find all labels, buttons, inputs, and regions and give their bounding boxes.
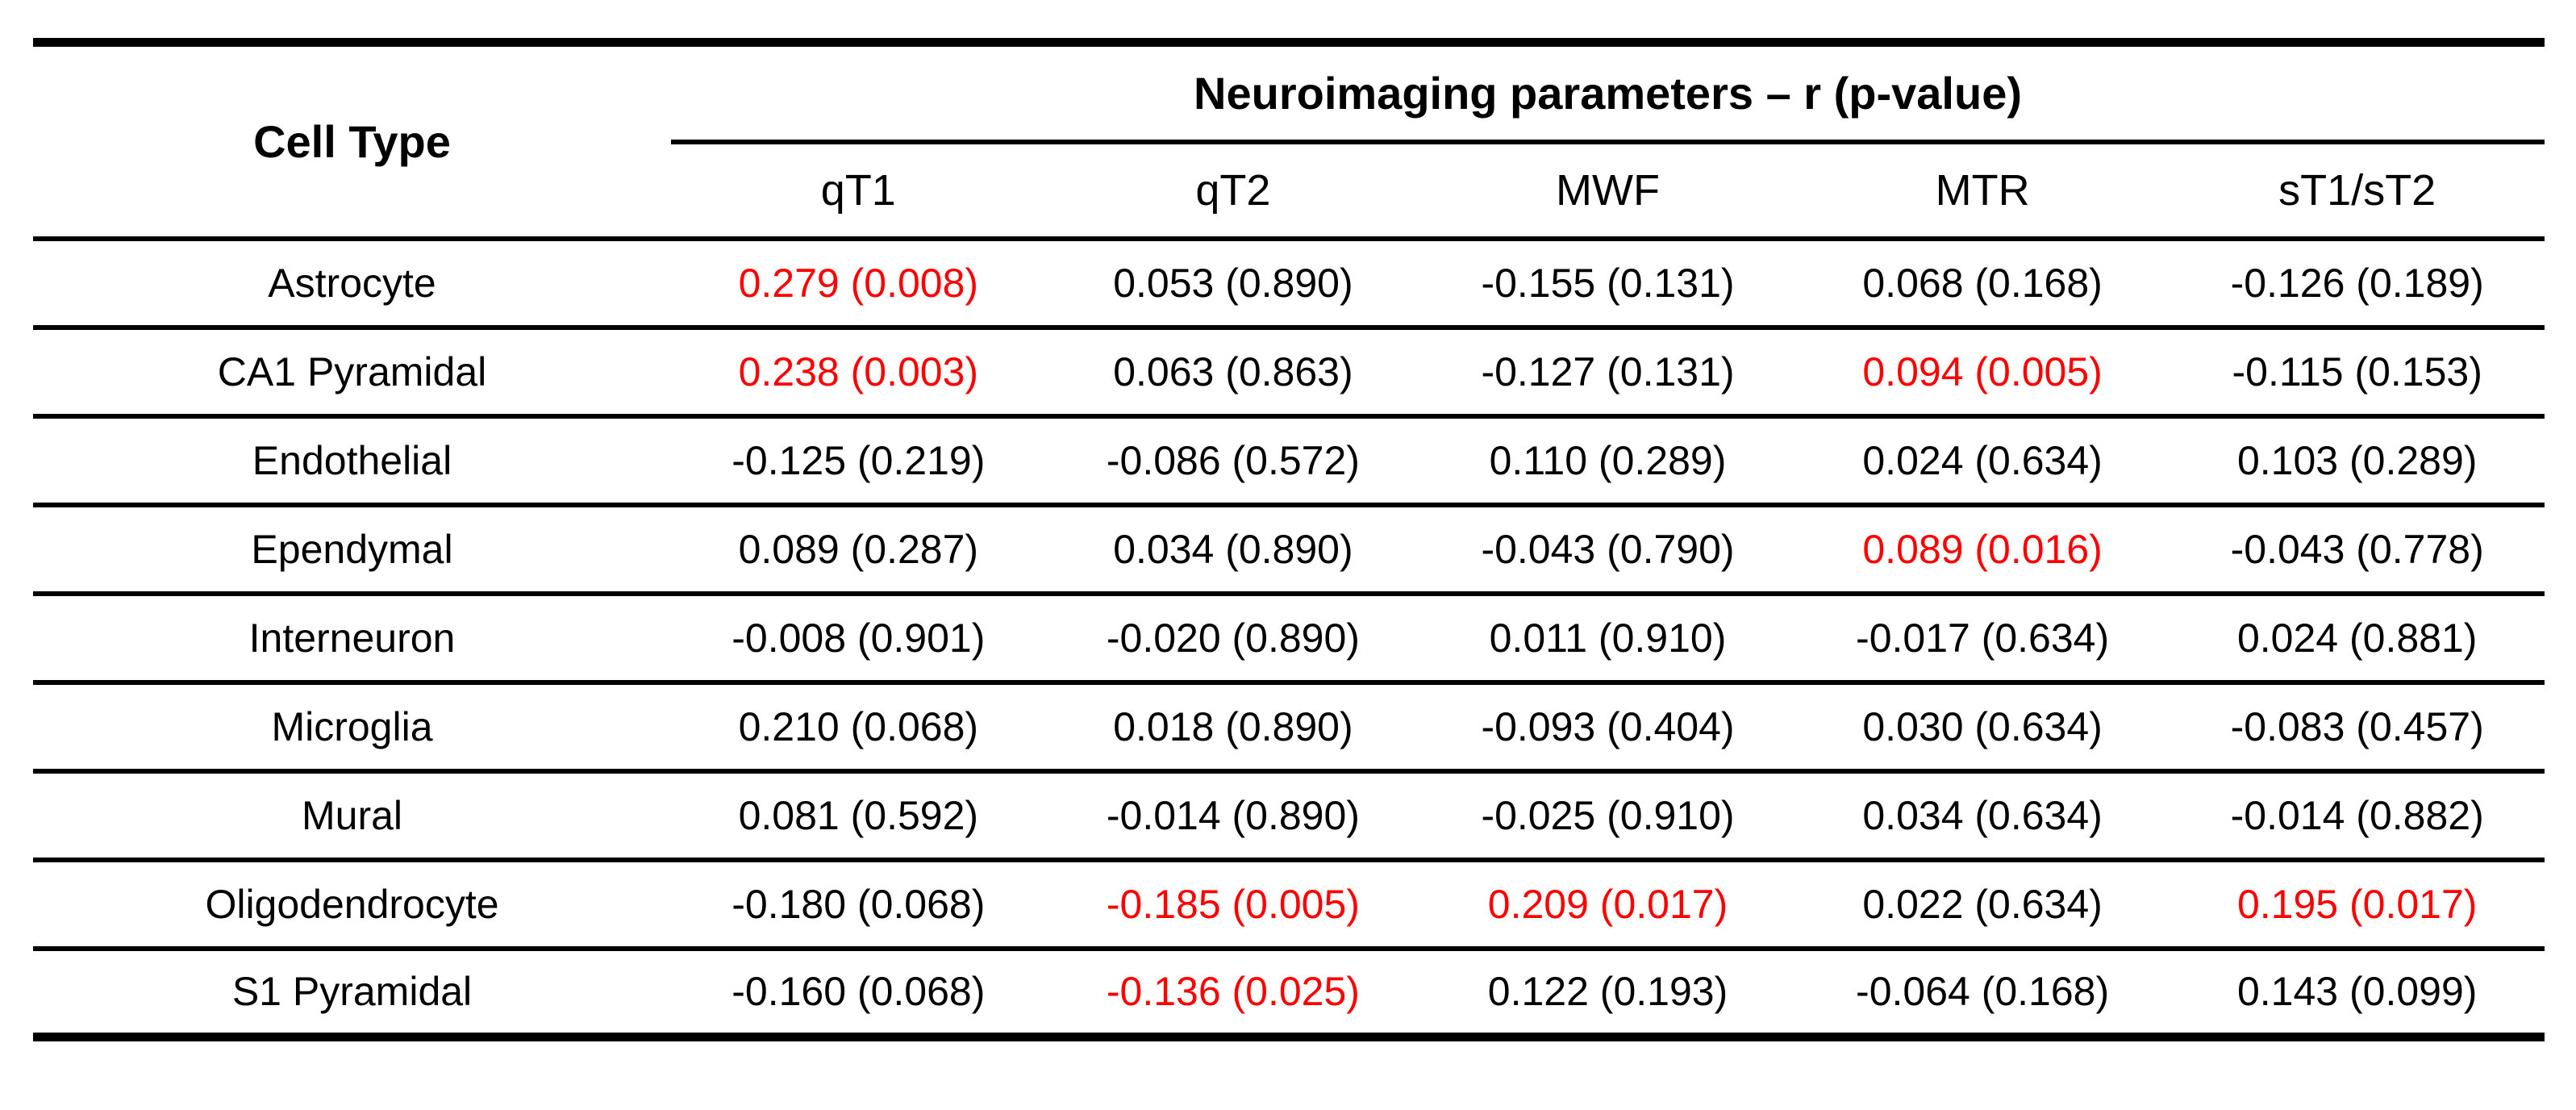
cell-type-cell: Astrocyte [33, 236, 672, 328]
value-cell: -0.093 (0.404) [1420, 679, 1795, 771]
table-body: Astrocyte 0.279 (0.008) 0.053 (0.890) -0.15… [33, 236, 2545, 1037]
value-cell: 0.143 (0.099) [2170, 945, 2545, 1037]
cell-type-cell: Mural [33, 768, 672, 860]
cell-type-cell: Endothelial [33, 413, 672, 505]
value-cell: 0.081 (0.592) [671, 768, 1046, 860]
value-cell: 0.089 (0.016) [1794, 502, 2170, 594]
value-cell: 0.094 (0.005) [1794, 324, 2170, 416]
value-cell: 0.110 (0.289) [1420, 413, 1795, 505]
value-cell: 0.011 (0.910) [1420, 590, 1795, 682]
table-wrap: Cell Type Neuroimaging parameters – r (p… [33, 38, 2545, 1041]
column-header-st1st2: sT1/sT2 [2278, 165, 2436, 215]
value-cell: 0.018 (0.890) [1045, 679, 1421, 771]
table-row: Oligodendrocyte -0.180 (0.068) -0.185 (0.0… [33, 857, 2545, 949]
value-cell: -0.025 (0.910) [1420, 768, 1795, 860]
value-cell: 0.279 (0.008) [671, 236, 1046, 328]
table-row: Endothelial -0.125 (0.219) -0.086 (0.572) 0… [33, 413, 2545, 505]
column-header-mtr: MTR [1935, 165, 2030, 215]
value-cell: -0.180 (0.068) [671, 857, 1046, 949]
group-header: Neuroimaging parameters – r (p-value) [671, 42, 2545, 144]
table-row: Ependymal 0.089 (0.287) 0.034 (0.890) -0.04… [33, 502, 2545, 594]
value-cell: 0.063 (0.863) [1045, 324, 1421, 416]
value-cell: 0.210 (0.068) [671, 679, 1046, 771]
value-cell: 0.195 (0.017) [2170, 857, 2545, 949]
value-cell: -0.086 (0.572) [1045, 413, 1421, 505]
value-cell: 0.089 (0.287) [671, 502, 1046, 594]
column-header-qt2: qT2 [1195, 165, 1271, 215]
value-cell: -0.126 (0.189) [2170, 236, 2545, 328]
table-head: Cell Type Neuroimaging parameters – r (p… [33, 42, 2545, 239]
value-cell: 0.034 (0.890) [1045, 502, 1421, 594]
param-header-row: qT1 qT2 MWF MTR sT1/sT2 [33, 142, 2545, 239]
value-cell: -0.043 (0.778) [2170, 502, 2545, 594]
value-cell: -0.155 (0.131) [1420, 236, 1795, 328]
cell-type-cell: Ependymal [33, 502, 672, 594]
value-cell: -0.064 (0.168) [1794, 945, 2170, 1037]
cell-type-cell: Oligodendrocyte [33, 857, 672, 949]
table-row: Microglia 0.210 (0.068) 0.018 (0.890) -0.09… [33, 679, 2545, 771]
table-row: Mural 0.081 (0.592) -0.014 (0.890) -0.025 (… [33, 768, 2545, 860]
value-cell: -0.020 (0.890) [1045, 590, 1421, 682]
value-cell: -0.127 (0.131) [1420, 324, 1795, 416]
column-header-mwf: MWF [1556, 165, 1660, 215]
value-cell: -0.125 (0.219) [671, 413, 1046, 505]
value-cell: 0.103 (0.289) [2170, 413, 2545, 505]
cell-type-cell: Microglia [33, 679, 672, 771]
value-cell: 0.068 (0.168) [1794, 236, 2170, 328]
value-cell: 0.238 (0.003) [671, 324, 1046, 416]
value-cell: 0.022 (0.634) [1794, 857, 2170, 949]
table-row: Interneuron -0.008 (0.901) -0.020 (0.890) 0… [33, 590, 2545, 682]
value-cell: -0.014 (0.890) [1045, 768, 1421, 860]
value-cell: 0.209 (0.017) [1420, 857, 1795, 949]
value-cell: -0.008 (0.901) [671, 590, 1046, 682]
value-cell: -0.043 (0.790) [1420, 502, 1795, 594]
value-cell: 0.024 (0.634) [1794, 413, 2170, 505]
value-cell: -0.115 (0.153) [2170, 324, 2545, 416]
value-cell: 0.030 (0.634) [1794, 679, 2170, 771]
value-cell: 0.053 (0.890) [1045, 236, 1421, 328]
table-row: S1 Pyramidal -0.160 (0.068) -0.136 (0.025)… [33, 945, 2545, 1037]
value-cell: 0.024 (0.881) [2170, 590, 2545, 682]
value-cell: -0.136 (0.025) [1045, 945, 1421, 1037]
value-cell: 0.122 (0.193) [1420, 945, 1795, 1037]
column-header-qt1: qT1 [820, 165, 896, 215]
cell-type-cell: Interneuron [33, 590, 672, 682]
table-row: CA1 Pyramidal 0.238 (0.003) 0.063 (0.863) -… [33, 324, 2545, 416]
cell-type-header: Cell Type [253, 115, 451, 167]
group-header-row: Cell Type Neuroimaging parameters – r (p… [33, 42, 2545, 167]
cell-type-cell: CA1 Pyramidal [33, 324, 672, 416]
results-table: Cell Type Neuroimaging parameters – r (p… [33, 38, 2545, 1041]
value-cell: -0.185 (0.005) [1045, 857, 1421, 949]
value-cell: -0.014 (0.882) [2170, 768, 2545, 860]
cell-type-cell: S1 Pyramidal [33, 945, 672, 1037]
value-cell: -0.160 (0.068) [671, 945, 1046, 1037]
value-cell: 0.034 (0.634) [1794, 768, 2170, 860]
value-cell: -0.083 (0.457) [2170, 679, 2545, 771]
value-cell: -0.017 (0.634) [1794, 590, 2170, 682]
table-row: Astrocyte 0.279 (0.008) 0.053 (0.890) -0.15… [33, 236, 2545, 328]
